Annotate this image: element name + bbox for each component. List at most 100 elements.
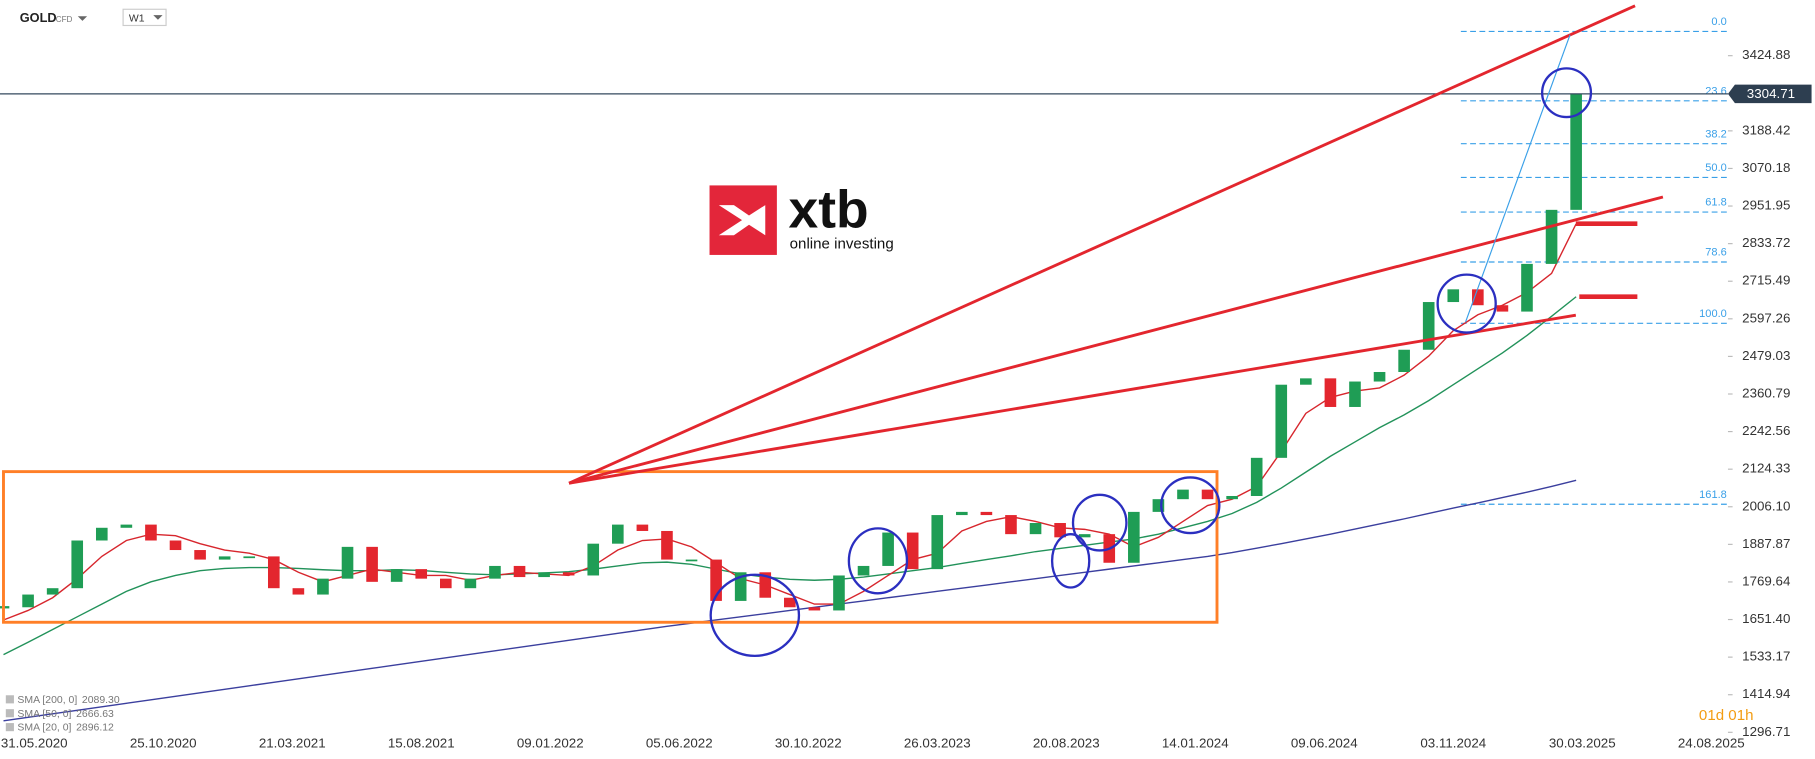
candle bbox=[956, 511, 968, 516]
candle bbox=[1472, 289, 1484, 306]
fib-label: 100.0 bbox=[1699, 308, 1727, 320]
x-tick-label: 25.10.2020 bbox=[130, 735, 197, 750]
timeframe[interactable]: W1 bbox=[129, 13, 145, 24]
highlight-circle bbox=[1160, 476, 1221, 535]
candle bbox=[1128, 511, 1140, 563]
candle bbox=[1447, 289, 1460, 303]
sma-line bbox=[3, 223, 1577, 621]
y-tick-label: 1887.87 bbox=[1742, 536, 1790, 551]
legend-entry: SMA [200, 0] 2089.30 bbox=[17, 695, 119, 706]
candle bbox=[759, 572, 772, 598]
candle bbox=[317, 578, 329, 595]
highlight-circle bbox=[1540, 67, 1593, 119]
fib-label: 38.2 bbox=[1705, 128, 1726, 140]
candle bbox=[980, 511, 993, 516]
x-tick-label: 03.11.2024 bbox=[1420, 735, 1486, 750]
candle bbox=[661, 530, 673, 560]
candle bbox=[120, 524, 133, 528]
candle bbox=[538, 572, 550, 578]
x-tick-label: 14.01.2024 bbox=[1162, 735, 1229, 750]
candle bbox=[218, 556, 231, 560]
candle bbox=[1300, 378, 1312, 385]
y-tick-label: 3070.18 bbox=[1742, 160, 1790, 175]
candle bbox=[808, 607, 821, 611]
symbol[interactable]: GOLD bbox=[20, 10, 57, 25]
candle bbox=[1324, 378, 1337, 407]
candle bbox=[390, 569, 403, 582]
timeframe-box[interactable] bbox=[122, 8, 167, 27]
sma-line bbox=[3, 479, 1577, 722]
candle bbox=[931, 515, 944, 570]
legend-entry: SMA [20, 0] 2896.12 bbox=[17, 722, 114, 733]
y-tick-label: 2951.95 bbox=[1742, 198, 1790, 213]
symbol-dropdown[interactable] bbox=[77, 16, 88, 21]
candle bbox=[1029, 523, 1042, 535]
y-tick-label: 1414.94 bbox=[1742, 686, 1791, 701]
highlight-circle bbox=[1436, 273, 1497, 334]
highlight-circle bbox=[1071, 493, 1128, 552]
candle bbox=[95, 527, 108, 541]
trend-line bbox=[568, 195, 1664, 485]
y-tick-label: 2715.49 bbox=[1742, 273, 1790, 288]
fib-anchor bbox=[1464, 34, 1571, 323]
y-tick-label: 2360.79 bbox=[1742, 386, 1790, 401]
legend-name: SMA [20, 0] bbox=[17, 722, 71, 733]
y-tick-label: 2833.72 bbox=[1742, 235, 1790, 250]
candle bbox=[341, 546, 354, 579]
candle bbox=[1398, 349, 1410, 372]
x-tick-label: 24.08.2025 bbox=[1678, 735, 1745, 750]
fib-label: 0.0 bbox=[1711, 16, 1726, 28]
sma-line bbox=[3, 296, 1577, 656]
candle bbox=[145, 524, 157, 541]
legend-entry: SMA [50, 0] 2666.63 bbox=[17, 709, 114, 720]
candle bbox=[366, 546, 378, 582]
legend-name: SMA [200, 0] bbox=[17, 695, 77, 706]
candle bbox=[46, 588, 59, 595]
x-tick-label: 09.01.2022 bbox=[517, 735, 584, 750]
candle bbox=[1349, 381, 1361, 407]
candle bbox=[612, 524, 624, 544]
timeframe-dropdown[interactable] bbox=[153, 15, 163, 20]
candle bbox=[685, 559, 698, 562]
y-tick-label: 2597.26 bbox=[1742, 310, 1790, 325]
candle bbox=[882, 532, 894, 566]
logo-text: xtb bbox=[788, 180, 868, 239]
candle bbox=[1078, 534, 1091, 538]
y-tick-label: 1651.40 bbox=[1742, 611, 1790, 626]
candle bbox=[1005, 515, 1017, 535]
highlight-circle bbox=[709, 573, 801, 658]
y-tick-label: 3424.88 bbox=[1742, 47, 1790, 62]
y-tick-label: 1533.17 bbox=[1742, 649, 1790, 664]
countdown: 01d 01h bbox=[1699, 707, 1754, 724]
x-tick-label: 31.05.2020 bbox=[1, 735, 68, 750]
candle bbox=[1521, 263, 1533, 312]
candle bbox=[1275, 384, 1288, 458]
y-tick-label: 2124.33 bbox=[1742, 461, 1790, 476]
highlight-circle bbox=[1050, 533, 1091, 589]
instrument-type: CFD bbox=[56, 15, 73, 24]
candle bbox=[1496, 305, 1509, 312]
candle bbox=[169, 540, 182, 551]
candle bbox=[194, 550, 206, 560]
y-tick-label: 2006.10 bbox=[1742, 498, 1790, 513]
candle bbox=[464, 578, 477, 589]
candle bbox=[734, 572, 747, 601]
candle bbox=[71, 540, 84, 589]
last-price-label: 3304.71 bbox=[1747, 86, 1795, 101]
y-tick-label: 2242.56 bbox=[1742, 423, 1790, 438]
candle bbox=[833, 575, 845, 611]
x-tick-label: 09.06.2024 bbox=[1291, 735, 1358, 750]
candle bbox=[562, 572, 575, 576]
trend-line bbox=[568, 313, 1577, 485]
candle bbox=[267, 556, 280, 589]
x-tick-label: 26.03.2023 bbox=[904, 735, 971, 750]
candle bbox=[857, 565, 870, 576]
candle bbox=[1177, 489, 1189, 500]
candle bbox=[1570, 93, 1582, 210]
y-tick-label: 2479.03 bbox=[1742, 348, 1790, 363]
candle bbox=[1250, 457, 1263, 496]
candle bbox=[1152, 499, 1165, 512]
candle bbox=[1422, 302, 1435, 350]
fib-label: 161.8 bbox=[1699, 489, 1727, 501]
